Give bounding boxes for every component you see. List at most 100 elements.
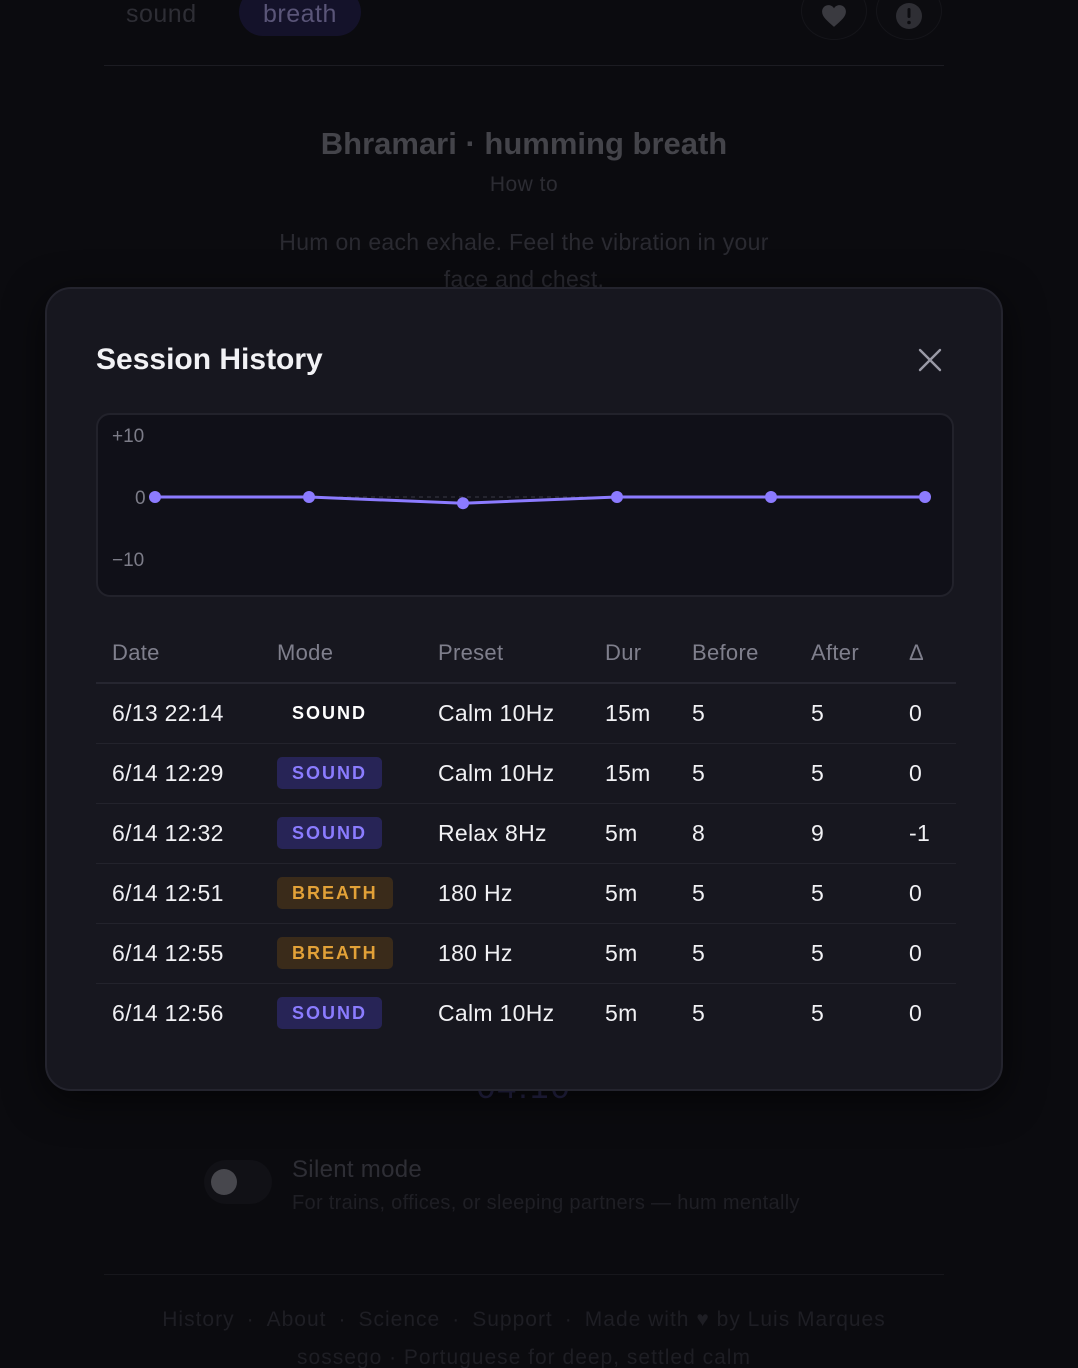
cell-dur: 5m <box>605 999 638 1026</box>
cell-delta: 0 <box>893 743 956 804</box>
mode-badge: SOUND <box>277 817 383 849</box>
cell-dur: 15m <box>589 743 676 804</box>
cell-before: 5 <box>676 743 795 804</box>
col-delta[interactable]: Δ <box>893 623 956 684</box>
table-header-row: Date Mode Preset Dur Before After Δ <box>96 623 956 684</box>
cell-before: 5 <box>676 923 795 984</box>
cell-dur: 15m <box>589 683 676 744</box>
tab-sound[interactable]: sound <box>126 0 197 28</box>
footer-link-science[interactable]: Science <box>358 1308 441 1331</box>
mode-tabs: sound breath <box>104 0 944 66</box>
cell-delta: 0 <box>909 999 923 1026</box>
cell-after: 5 <box>795 923 893 984</box>
cell-delta: 0 <box>893 923 956 984</box>
footer-links: History · About · Science · Support · Made with … <box>162 1308 886 1331</box>
cell-mode: SOUND <box>261 983 422 1043</box>
footer-link-history[interactable]: History <box>162 1308 235 1331</box>
cell-delta: 0 <box>893 683 956 744</box>
cell-mode: SOUND <box>261 803 422 864</box>
table-row[interactable]: 6/14 12:29 SOUND Calm 10Hz 15m 5 5 0 <box>96 743 956 804</box>
cell-before: 5 <box>676 863 795 924</box>
footer-tagline: sossego · Portuguese for deep, settled c… <box>297 1346 751 1368</box>
cell-date: 6/14 12:32 <box>96 803 261 864</box>
mode-badge: BREATH <box>277 877 393 909</box>
cell-preset: Calm 10Hz <box>422 743 589 804</box>
cell-after: 9 <box>795 803 893 864</box>
cell-mode: BREATH <box>261 923 422 984</box>
footer-divider <box>104 1274 944 1275</box>
footer-link-support[interactable]: Support <box>472 1308 553 1331</box>
cell-dur: 5m <box>589 863 676 924</box>
made-with-prefix: Made with <box>584 1308 690 1331</box>
cell-after: 5 <box>795 863 893 924</box>
series-line <box>155 495 925 505</box>
footer-link-about[interactable]: About <box>266 1308 327 1331</box>
cell-after: 5 <box>795 683 893 744</box>
mode-badge: BREATH <box>277 937 393 969</box>
favorite-button[interactable] <box>801 0 867 40</box>
mode-badge: SOUND <box>292 703 368 724</box>
cell-mode: SOUND <box>261 683 422 744</box>
data-point[interactable] <box>149 491 161 503</box>
data-point[interactable] <box>457 497 469 510</box>
cell-dur: 5m <box>589 803 676 864</box>
author-credit[interactable]: by Luis Marques <box>716 1308 886 1331</box>
close-icon <box>918 348 942 372</box>
cell-dur: 5m <box>589 923 676 984</box>
y-tick-label: −10 <box>112 550 144 571</box>
cell-date: 6/13 22:14 <box>96 683 261 744</box>
mode-badge: SOUND <box>277 757 383 789</box>
exercise-title: Bhramari · humming breath <box>320 126 728 161</box>
col-dur[interactable]: Dur <box>589 623 676 684</box>
session-history-modal: Session History +10 0 −10 Date Mode Preset… <box>45 287 1003 1091</box>
cell-preset: 180 Hz <box>422 923 589 984</box>
y-tick-label: +10 <box>112 426 144 447</box>
col-mode[interactable]: Mode <box>261 623 422 684</box>
heart-icon: ♥ <box>696 1308 710 1331</box>
cell-mode: SOUND <box>261 743 422 804</box>
cell-after: 5 <box>811 999 825 1026</box>
col-before[interactable]: Before <box>676 623 795 684</box>
cell-date: 6/14 12:29 <box>96 743 261 804</box>
mode-badge: SOUND <box>277 997 383 1030</box>
silent-mode-toggle[interactable] <box>204 1160 272 1204</box>
cell-delta: 0 <box>893 863 956 924</box>
mood-delta-chart: +10 0 −10 <box>96 413 954 597</box>
cell-date: 6/14 12:51 <box>96 863 261 924</box>
cell-before: 5 <box>692 999 706 1026</box>
table-row[interactable]: 6/13 22:14 SOUND Calm 10Hz 15m 5 5 0 <box>96 683 956 744</box>
info-button[interactable] <box>876 0 942 40</box>
cell-after: 5 <box>795 743 893 804</box>
col-date[interactable]: Date <box>96 623 261 684</box>
cell-preset: 180 Hz <box>422 863 589 924</box>
heart-icon <box>822 5 846 27</box>
info-icon <box>896 3 922 29</box>
chart-svg: +10 0 −10 <box>112 426 931 571</box>
silent-mode-title: Silent mode <box>292 1156 423 1183</box>
table-row[interactable]: 6/14 12:55 BREATH 180 Hz 5m 5 5 0 <box>96 923 956 984</box>
cell-preset: Calm 10Hz <box>422 683 589 744</box>
data-point[interactable] <box>919 491 931 503</box>
table-row[interactable]: 6/14 12:51 BREATH 180 Hz 5m 5 5 0 <box>96 863 956 924</box>
data-point[interactable] <box>611 491 623 503</box>
modal-title: Session History <box>96 343 323 376</box>
data-point[interactable] <box>303 491 315 503</box>
table-row[interactable]: 6/14 12:56 SOUND Calm 10Hz 5m 5 5 0 <box>96 983 956 1043</box>
close-button[interactable] <box>915 345 945 375</box>
toggle-knob <box>211 1169 237 1195</box>
history-table: Date Mode Preset Dur Before After Δ 6/13… <box>96 623 956 1043</box>
cell-before: 5 <box>676 683 795 744</box>
cell-preset: Calm 10Hz <box>438 999 555 1026</box>
col-after[interactable]: After <box>795 623 893 684</box>
y-tick-label: 0 <box>135 488 146 509</box>
data-point[interactable] <box>765 491 777 503</box>
tab-breath[interactable]: breath <box>239 0 361 36</box>
col-preset[interactable]: Preset <box>422 623 589 684</box>
howto-label: How to <box>489 173 559 196</box>
cell-date: 6/14 12:56 <box>112 999 224 1026</box>
table-row[interactable]: 6/14 12:32 SOUND Relax 8Hz 5m 8 9 -1 <box>96 803 956 864</box>
cell-before: 8 <box>676 803 795 864</box>
cell-delta: -1 <box>893 803 956 864</box>
cell-preset: Relax 8Hz <box>422 803 589 864</box>
